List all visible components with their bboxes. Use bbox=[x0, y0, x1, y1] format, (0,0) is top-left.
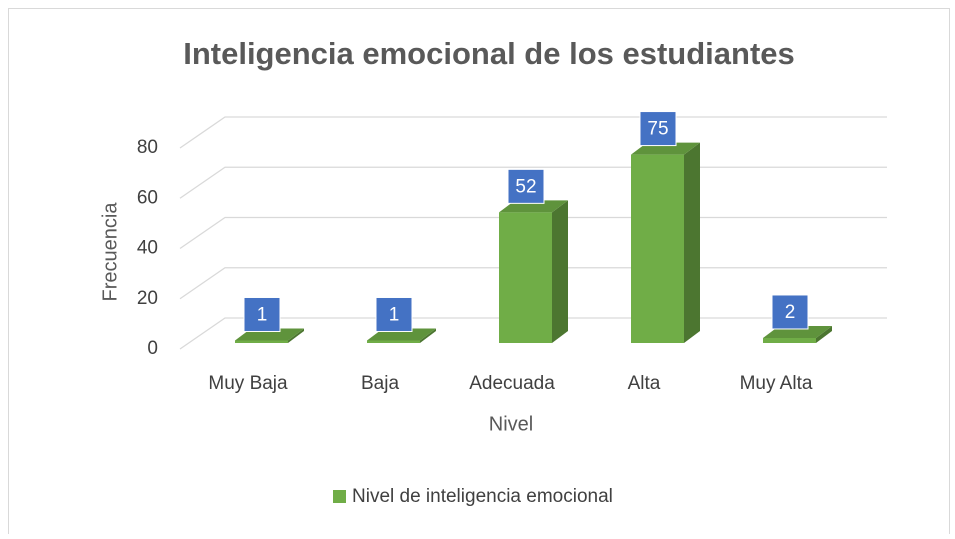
bar-front bbox=[631, 154, 684, 343]
y-tick-label: 40 bbox=[137, 238, 158, 259]
chart-border bbox=[8, 8, 950, 539]
value-label: 1 bbox=[257, 305, 268, 326]
legend-swatch bbox=[333, 490, 346, 503]
bar-front bbox=[235, 340, 288, 343]
value-label: 1 bbox=[389, 305, 400, 326]
x-tick-label: Muy Alta bbox=[740, 373, 813, 394]
bar-side bbox=[420, 328, 436, 343]
value-label-box bbox=[375, 296, 413, 332]
x-tick-label: Adecuada bbox=[469, 373, 555, 394]
bar-side bbox=[552, 200, 568, 343]
x-tick-label: Muy Baja bbox=[208, 373, 288, 394]
chart-title: Inteligencia emocional de los estudiante… bbox=[183, 36, 795, 71]
value-label-box bbox=[243, 296, 281, 332]
bar-side bbox=[684, 142, 700, 343]
value-label: 75 bbox=[647, 119, 668, 140]
y-tick-label: 0 bbox=[147, 338, 158, 359]
bar-front bbox=[763, 337, 816, 343]
bar-front bbox=[499, 212, 552, 343]
value-label: 52 bbox=[515, 176, 536, 197]
value-label: 2 bbox=[785, 302, 796, 323]
x-axis-title: Nivel bbox=[489, 413, 533, 435]
y-tick-label: 80 bbox=[137, 137, 158, 158]
y-axis-title: Frecuencia bbox=[99, 202, 121, 302]
y-tick-label: 20 bbox=[137, 288, 158, 309]
x-tick-label: Alta bbox=[628, 373, 661, 394]
bar-side bbox=[816, 325, 832, 343]
value-label-box bbox=[771, 294, 809, 330]
bar bbox=[631, 142, 700, 343]
legend-label: Nivel de inteligencia emocional bbox=[352, 486, 613, 507]
value-label-box bbox=[639, 111, 677, 147]
bar-side bbox=[288, 328, 304, 343]
value-label-box bbox=[507, 168, 545, 204]
y-tick-label: 60 bbox=[137, 187, 158, 208]
x-tick-label: Baja bbox=[361, 373, 399, 394]
bar-front bbox=[367, 340, 420, 343]
bar bbox=[499, 200, 568, 343]
